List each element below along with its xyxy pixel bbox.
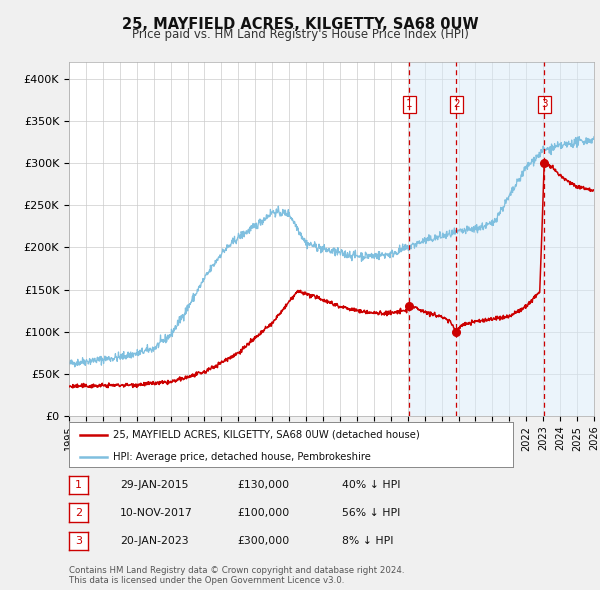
Text: 29-JAN-2015: 29-JAN-2015 <box>120 480 188 490</box>
Text: 20-JAN-2023: 20-JAN-2023 <box>120 536 188 546</box>
Text: £300,000: £300,000 <box>237 536 289 546</box>
Text: 2: 2 <box>75 508 82 517</box>
Text: 1: 1 <box>75 480 82 490</box>
Text: 8% ↓ HPI: 8% ↓ HPI <box>342 536 394 546</box>
Text: 3: 3 <box>541 100 548 109</box>
Bar <box>409 62 457 416</box>
Text: Price paid vs. HM Land Registry's House Price Index (HPI): Price paid vs. HM Land Registry's House … <box>131 28 469 41</box>
Text: 56% ↓ HPI: 56% ↓ HPI <box>342 508 400 517</box>
Bar <box>544 62 594 416</box>
Text: £100,000: £100,000 <box>237 508 289 517</box>
Text: 40% ↓ HPI: 40% ↓ HPI <box>342 480 401 490</box>
Text: 10-NOV-2017: 10-NOV-2017 <box>120 508 193 517</box>
Text: £130,000: £130,000 <box>237 480 289 490</box>
Text: 2: 2 <box>453 100 460 109</box>
Text: 3: 3 <box>75 536 82 546</box>
Text: HPI: Average price, detached house, Pembrokeshire: HPI: Average price, detached house, Pemb… <box>113 453 371 463</box>
Text: Contains HM Land Registry data © Crown copyright and database right 2024.
This d: Contains HM Land Registry data © Crown c… <box>69 566 404 585</box>
Text: 25, MAYFIELD ACRES, KILGETTY, SA68 0UW: 25, MAYFIELD ACRES, KILGETTY, SA68 0UW <box>122 17 478 31</box>
Bar <box>457 62 544 416</box>
Text: 25, MAYFIELD ACRES, KILGETTY, SA68 0UW (detached house): 25, MAYFIELD ACRES, KILGETTY, SA68 0UW (… <box>113 430 420 440</box>
Text: 1: 1 <box>406 100 412 109</box>
